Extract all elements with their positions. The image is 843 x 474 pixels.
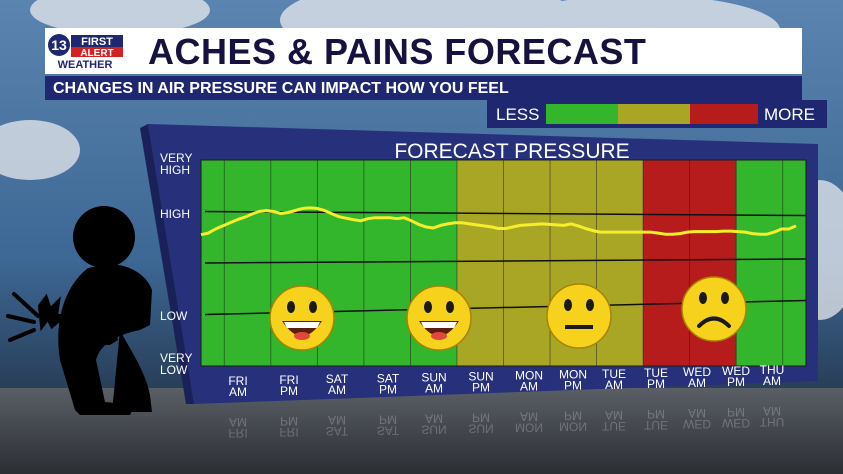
x-tick-labels: FRI AM FRI PM SAT AM SAT PM SUN AM SUN PM MON AM MON PM… (228, 363, 784, 399)
face-neutral-icon (546, 283, 612, 349)
pain-burst-icon (6, 292, 70, 342)
x-tick-label-reflection: MONPM (559, 409, 587, 434)
x-tick-label-reflection: THUAM (760, 404, 785, 429)
page-title: ACHES & PAINS FORECAST (148, 31, 647, 72)
x-tick-label-reflection: WEDPM (722, 405, 750, 430)
x-tick-label-reflection: WEDAM (683, 406, 711, 431)
x-tick-label: WED AM (683, 365, 711, 390)
logo-alert: ALERT (80, 48, 113, 59)
x-tick-label-reflection: FRIAM (228, 415, 247, 440)
x-tick-label-reflection: SATAM (326, 413, 349, 438)
y-label-low: LOW (160, 309, 188, 323)
x-tick-label-reflection: SATPM (377, 412, 400, 437)
reference-line-high (204, 210, 807, 217)
legend-swatch-moderate (618, 104, 690, 124)
subtitle: CHANGES IN AIR PRESSURE CAN IMPACT HOW Y… (53, 80, 509, 97)
person-silhouette (58, 206, 152, 415)
x-tick-label: SUN PM (468, 370, 493, 395)
subtitle-bar (45, 76, 802, 100)
y-label-very-high: VERY HIGH (160, 151, 192, 177)
x-tick-label: FRI AM (228, 374, 247, 399)
face-happy-icon (406, 285, 472, 351)
floor-reflection: FRIAM FRIPM SATAM SATPM SUNAM SUNPM MONAM MONPM… (228, 404, 784, 440)
pressure-line (200, 206, 797, 237)
y-level-labels: VERY HIGH HIGH LOW VERY LOW (160, 151, 192, 377)
x-tick-label-reflection: TUEAM (602, 408, 626, 433)
x-tick-label: TUE PM (644, 366, 668, 391)
legend-more-label: MORE (764, 105, 815, 124)
x-tick-label: SUN AM (421, 370, 446, 395)
zone-less (736, 160, 806, 366)
faces-layer (269, 276, 747, 351)
x-tick-label-reflection: TUEPM (644, 407, 668, 432)
face-sad-icon (681, 276, 747, 342)
logo-number: 13 (51, 37, 67, 53)
x-tick-label-reflection: FRIPM (279, 414, 298, 439)
chart-board-edge (140, 124, 194, 404)
x-tick-label: SAT AM (326, 372, 349, 397)
face-happy-icon (269, 285, 335, 351)
x-tick-label: FRI PM (279, 373, 298, 398)
plot-frame (200, 159, 807, 367)
x-tick-label-reflection: SUNPM (468, 411, 493, 436)
reference-line-mid (204, 258, 807, 264)
x-tick-label-reflection: MONAM (515, 410, 543, 435)
chart-title: FORECAST PRESSURE (394, 140, 629, 163)
logo-first: FIRST (81, 36, 113, 48)
y-label-high: HIGH (160, 207, 190, 221)
x-tick-label: WED PM (722, 364, 750, 389)
title-bar (45, 28, 802, 74)
x-tick-label: SAT PM (377, 371, 400, 396)
legend-less-label: LESS (496, 105, 540, 124)
x-tick-label: MON PM (559, 368, 587, 393)
x-tick-label: MON AM (515, 369, 543, 394)
logo-weather: WEATHER (58, 59, 113, 71)
x-tick-label-reflection: SUNAM (421, 411, 446, 436)
station-logo: 13 FIRST ALERT WEATHER (48, 34, 123, 71)
x-tick-label: TUE AM (602, 367, 626, 392)
y-label-very-low: VERY LOW (160, 351, 192, 377)
legend-swatch-less (546, 104, 618, 124)
legend-swatch-more (690, 104, 758, 124)
x-tick-label: THU AM (760, 363, 785, 388)
